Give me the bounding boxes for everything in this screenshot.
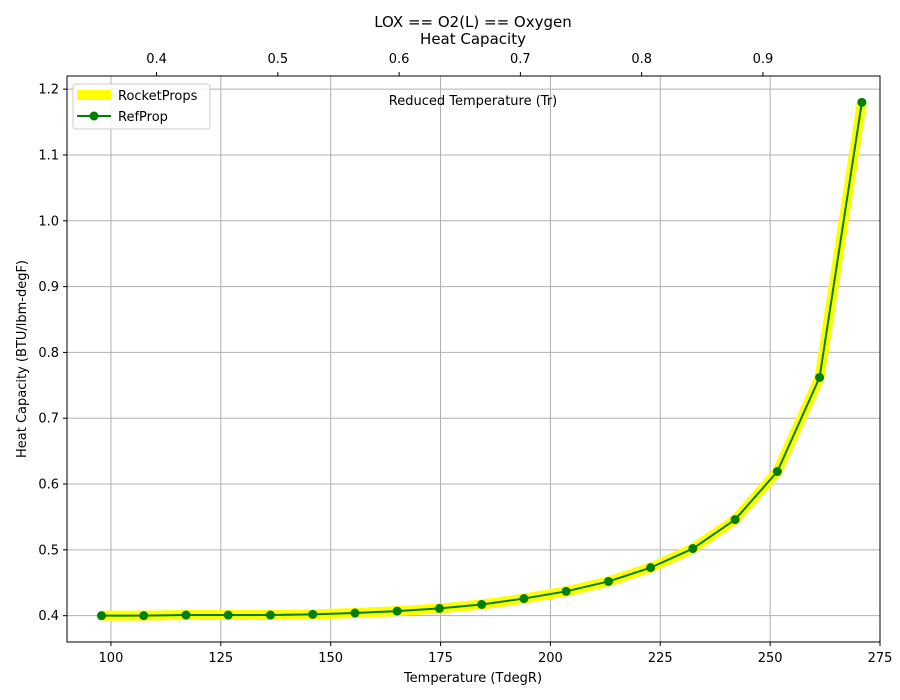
data-point-refprop xyxy=(646,563,656,573)
data-point-refprop xyxy=(603,576,613,586)
y-tick-label: 0.7 xyxy=(38,412,59,427)
x-tick-label: 125 xyxy=(208,651,233,666)
y-tick-label: 1.0 xyxy=(38,214,59,229)
x-tick-label: 100 xyxy=(99,651,124,666)
y-tick-label: 1.2 xyxy=(38,83,59,98)
data-point-refprop xyxy=(139,611,149,621)
secondary-x-axis-label: Reduced Temperature (Tr) xyxy=(389,94,557,109)
data-point-refprop xyxy=(97,611,106,621)
legend: RocketProps RefProp xyxy=(72,83,211,130)
data-point-refprop xyxy=(857,97,867,107)
top-tick-label: 0.7 xyxy=(510,52,531,67)
x-tick-label: 175 xyxy=(428,651,453,666)
data-point-refprop xyxy=(308,609,318,619)
x-tick-label: 150 xyxy=(318,651,343,666)
y-tick-label: 0.4 xyxy=(38,609,59,624)
top-tick-label: 0.9 xyxy=(753,52,774,67)
x-axis-label: Temperature (TdegR) xyxy=(403,671,542,686)
x-tick-label: 275 xyxy=(868,651,893,666)
y-axis-label: Heat Capacity (BTU/lbm-degF) xyxy=(15,260,30,458)
legend-marker-refprop xyxy=(89,111,99,121)
data-point-refprop xyxy=(434,603,444,613)
top-tick-label: 0.8 xyxy=(631,52,652,67)
ticks: 100 125 150 175 200 225 250 275 0.4 0.5 0.6 0.7 0.8 0… xyxy=(38,52,892,666)
x-tick-label: 200 xyxy=(538,651,563,666)
data-point-refprop xyxy=(181,610,191,620)
chart-title: LOX == O2(L) == Oxygen xyxy=(374,13,572,31)
top-tick-label: 0.6 xyxy=(389,52,410,67)
y-tick-label: 1.1 xyxy=(38,148,59,163)
y-tick-label: 0.5 xyxy=(38,543,59,558)
chart-subtitle: Heat Capacity xyxy=(420,30,526,48)
data-point-refprop xyxy=(477,599,487,609)
data-point-refprop xyxy=(392,606,402,616)
y-tick-label: 0.9 xyxy=(38,280,59,295)
x-tick-label: 250 xyxy=(758,651,783,666)
data-point-refprop xyxy=(519,594,529,604)
y-tick-label: 0.8 xyxy=(38,346,59,361)
data-point-refprop xyxy=(772,467,782,477)
data-point-refprop xyxy=(350,608,360,618)
data-point-refprop xyxy=(265,610,275,620)
legend-label-rocketprops: RocketProps xyxy=(118,89,198,104)
data-point-refprop xyxy=(815,372,825,382)
data-point-refprop xyxy=(688,544,698,554)
plot-frame xyxy=(66,75,881,643)
y-tick-label: 0.6 xyxy=(38,478,59,493)
data-point-refprop xyxy=(730,515,740,525)
top-tick-label: 0.5 xyxy=(268,52,289,67)
data-point-refprop xyxy=(561,586,571,596)
top-tick-label: 0.4 xyxy=(146,52,167,67)
data-point-refprop xyxy=(223,610,233,620)
legend-label-refprop: RefProp xyxy=(118,110,168,125)
series-layer xyxy=(97,97,867,621)
x-tick-label: 225 xyxy=(648,651,673,666)
